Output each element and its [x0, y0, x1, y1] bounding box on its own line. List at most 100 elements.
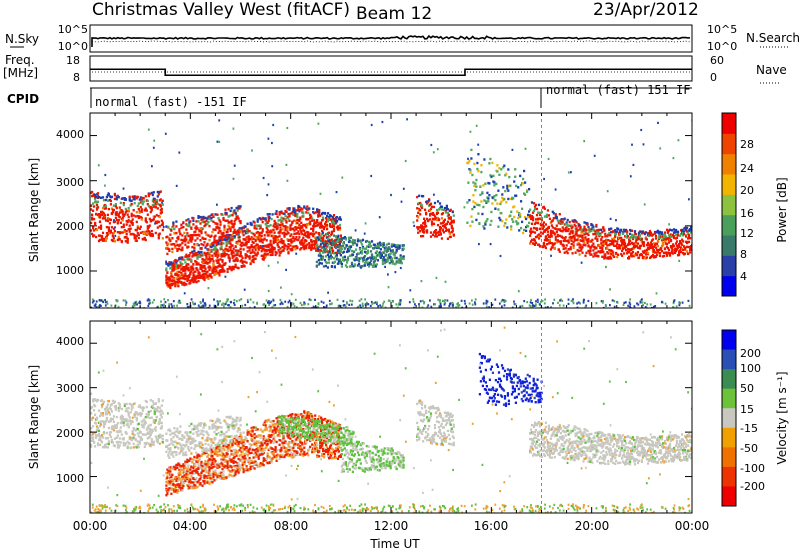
- power-cell: [672, 236, 676, 240]
- power-cell: [662, 251, 666, 254]
- velocity-cell: [101, 436, 105, 439]
- power-noise: [281, 302, 284, 305]
- power-cell: [219, 223, 222, 226]
- power-cell: [576, 234, 579, 237]
- velocity-cell: [143, 420, 146, 423]
- power-cell: [322, 211, 325, 215]
- power-cell: [282, 225, 285, 228]
- power-cell: [186, 224, 189, 227]
- power-cell: [143, 232, 146, 236]
- power-noise: [363, 232, 366, 235]
- power-noise: [503, 304, 506, 307]
- power-cell: [665, 254, 669, 257]
- power-cell: [151, 203, 154, 207]
- power-cell: [327, 212, 330, 215]
- power-noise: [249, 306, 251, 308]
- power-noise: [491, 196, 494, 199]
- power-noise: [313, 306, 315, 308]
- power-noise: [148, 299, 151, 302]
- power-cell: [167, 225, 170, 229]
- power-cell: [318, 253, 321, 256]
- power-noise: [280, 286, 282, 289]
- power-cell: [202, 237, 205, 240]
- power-cell: [392, 252, 395, 255]
- power-cell: [611, 237, 614, 241]
- power-cell: [574, 251, 577, 254]
- power-cell: [429, 231, 433, 234]
- power-noise: [570, 171, 572, 174]
- power-cell: [578, 253, 581, 256]
- power-noise: [529, 301, 532, 304]
- frequency-line: [90, 68, 692, 77]
- power-cell: [340, 247, 343, 251]
- power-cell: [357, 259, 361, 263]
- power-cell: [531, 211, 535, 214]
- power-cell: [219, 220, 222, 224]
- power-cell: [314, 236, 317, 239]
- power-cell: [303, 206, 306, 209]
- power-cell: [607, 239, 610, 242]
- power-cell: [675, 240, 679, 243]
- power-cell: [312, 230, 315, 233]
- power-cell: [521, 207, 524, 210]
- power-cell: [282, 239, 285, 243]
- power-cell: [211, 213, 214, 216]
- power-cell: [419, 209, 422, 212]
- power-cell: [440, 208, 443, 211]
- power-cell: [584, 236, 587, 239]
- power-noise: [197, 304, 200, 307]
- power-cell: [525, 217, 528, 221]
- velocity-cell: [145, 441, 148, 445]
- power-noise: [238, 299, 241, 302]
- power-cell: [594, 232, 597, 236]
- power-cell: [250, 223, 253, 227]
- power-cell: [157, 220, 160, 224]
- power-cell: [622, 247, 625, 250]
- power-cell: [235, 256, 238, 260]
- power-cell: [228, 258, 231, 261]
- power-cell: [125, 230, 128, 233]
- velocity-cell: [112, 429, 115, 432]
- velocity-cell: [104, 437, 108, 440]
- power-noise: [233, 302, 235, 305]
- power-cell: [185, 223, 188, 226]
- power-cell: [593, 252, 596, 255]
- power-noise: [147, 304, 150, 307]
- power-cell: [587, 226, 590, 229]
- power-cell: [602, 242, 605, 245]
- power-noise: [233, 164, 236, 167]
- power-cell: [384, 246, 387, 249]
- power-cell: [307, 211, 310, 215]
- power-cell: [320, 246, 323, 249]
- power-cell: [194, 239, 197, 242]
- power-cell: [119, 201, 122, 205]
- power-cell: [237, 217, 240, 220]
- power-noise: [438, 305, 441, 308]
- power-noise: [223, 305, 225, 308]
- power-noise: [341, 176, 344, 179]
- power-noise: [511, 306, 514, 308]
- power-cell: [494, 199, 497, 202]
- power-cell: [117, 219, 120, 222]
- power-cell: [248, 249, 251, 252]
- power-cell: [94, 198, 97, 201]
- power-cell: [324, 255, 327, 258]
- power-noise: [380, 305, 383, 308]
- power-cell: [315, 249, 318, 252]
- power-noise: [114, 234, 117, 237]
- power-cell: [326, 266, 329, 269]
- power-cell: [190, 259, 193, 262]
- power-cell: [317, 245, 320, 249]
- velocity-cell: [91, 436, 94, 440]
- power-cell: [337, 260, 340, 263]
- power-cell: [282, 249, 285, 252]
- power-cell: [220, 241, 223, 244]
- power-cell: [123, 230, 126, 233]
- power-noise: [245, 228, 248, 231]
- power-cell: [231, 265, 234, 269]
- power-noise: [360, 306, 362, 308]
- velocity-cell: [109, 408, 112, 411]
- power-cell: [177, 281, 180, 284]
- power-noise: [628, 301, 631, 304]
- power-cell: [674, 228, 678, 232]
